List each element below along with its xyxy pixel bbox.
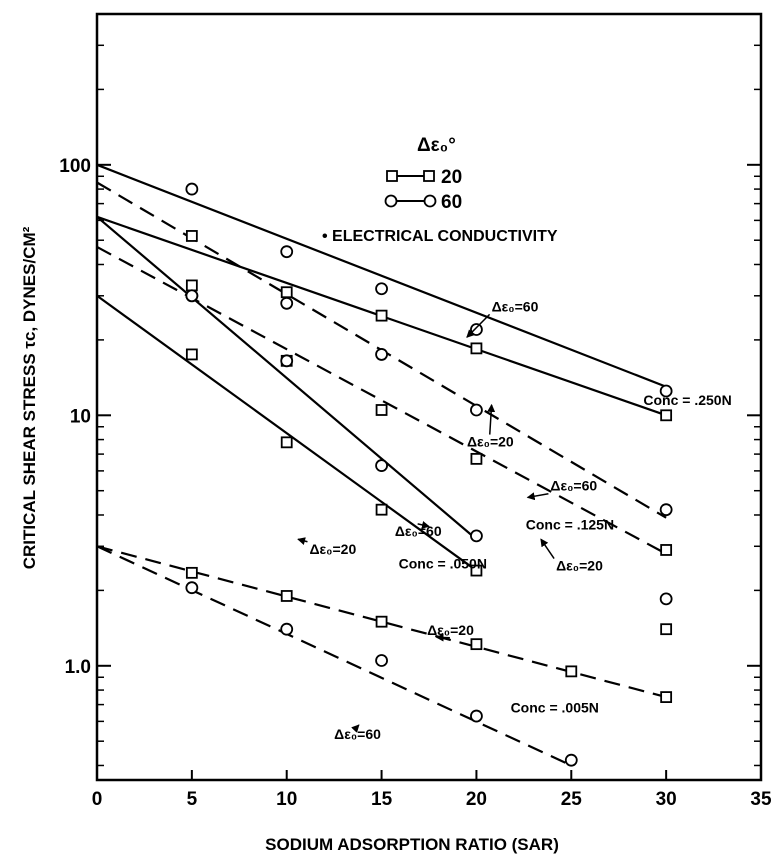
series-5-point <box>375 503 388 516</box>
legend-marker-square-left <box>386 170 398 182</box>
annotation-arrow <box>297 537 308 545</box>
y-axis-title: CRITICAL SHEAR STRESS τc, DYNES/CM² <box>20 226 39 569</box>
series-5-point <box>470 564 483 577</box>
annotation-arrow <box>540 538 555 559</box>
annotation-label: Δε₀=60 <box>395 523 442 539</box>
x-tick-label: 15 <box>371 789 393 810</box>
annotation-label: Conc = .250N <box>643 392 731 408</box>
annotation-label: Δε₀=60 <box>334 726 381 742</box>
y-tick-label: 1.0 <box>65 657 91 678</box>
x-tick-label: 25 <box>561 789 583 810</box>
annotation-label: Δε₀=20 <box>467 434 514 450</box>
annotation-arrow <box>487 403 496 435</box>
series-1-point <box>375 309 388 322</box>
legend-note: • ELECTRICAL CONDUCTIVITY <box>322 228 558 245</box>
series-7-point <box>185 581 199 595</box>
series-4-point <box>375 459 388 472</box>
series-7-point <box>470 709 483 723</box>
legend: Δε₀° 20 60 • ELECTRICAL CONDUCTIVITY <box>322 135 558 245</box>
series-1-point <box>185 279 198 292</box>
series-0-point <box>280 245 294 259</box>
annotation-label: Conc = .005N <box>511 700 599 716</box>
x-axis-title: SODIUM ADSORPTION RATIO (SAR) <box>265 835 559 854</box>
series-6-point <box>375 615 388 628</box>
legend-title: Δε₀° <box>417 135 456 156</box>
series-0-point <box>375 282 388 296</box>
annotation-label: Δε₀=60 <box>492 298 539 314</box>
series-7-point <box>375 654 388 667</box>
series-6-point <box>185 566 198 579</box>
series-3-point <box>185 230 198 242</box>
series-0-point <box>185 182 199 196</box>
series-0-point <box>470 323 483 336</box>
legend-label-square: 20 <box>441 167 462 188</box>
y-tick-label: 100 <box>59 156 91 177</box>
series-2-point <box>659 503 673 517</box>
series-7-point <box>564 753 578 767</box>
x-tick-label: 5 <box>187 789 198 810</box>
y-tick-labels: 1.0 10 100 <box>59 156 91 678</box>
x-tick-label: 0 <box>92 789 103 810</box>
x-tick-label: 30 <box>656 789 677 810</box>
annotation-arrow <box>417 521 430 529</box>
series-3-point <box>470 452 483 465</box>
annotation-label: Δε₀=20 <box>556 558 603 574</box>
series-2-point <box>375 348 388 361</box>
legend-marker-circle-left <box>384 194 398 208</box>
series-9-point <box>660 623 673 636</box>
annotation-label: Conc = .125N <box>526 517 614 533</box>
y-tick-label: 10 <box>70 406 91 427</box>
x-tick-label: 35 <box>750 789 772 810</box>
series-0-fit-line <box>96 163 667 388</box>
series-7-point <box>280 622 294 636</box>
series-1-point <box>660 409 673 422</box>
series-4-point <box>280 354 294 368</box>
series-2-point <box>280 296 294 310</box>
series-6-point <box>565 665 578 678</box>
series-6-point <box>470 638 483 651</box>
annotation-label: Δε₀=20 <box>427 622 474 638</box>
annotations: Δε₀=60 Δε₀=20 Conc = .250N Δε₀=60 Conc = .12… <box>297 298 732 742</box>
series-3-point <box>660 544 673 556</box>
series-1-point <box>470 342 483 355</box>
annotation-arrow <box>466 313 491 338</box>
series-1-point <box>280 286 293 299</box>
x-tick-label: 20 <box>466 789 487 810</box>
annotation-label: Δε₀=20 <box>309 541 356 557</box>
annotation-arrow <box>351 724 360 733</box>
series-5-fit-line <box>96 294 478 572</box>
annotation-arrow <box>526 492 549 501</box>
legend-marker-circle-right <box>423 194 437 208</box>
series-4-point <box>185 289 199 303</box>
annotation-arrow <box>435 633 450 642</box>
series-7-fit-line <box>96 545 572 767</box>
series-8-point <box>659 592 673 606</box>
annotation-label: Δε₀=60 <box>550 478 597 494</box>
series-0-point <box>659 384 673 398</box>
series-2-point <box>470 403 483 417</box>
series-5-point <box>185 348 198 361</box>
series-3-point <box>375 404 388 416</box>
series-4-fit-line <box>96 215 478 541</box>
data-points <box>185 182 673 767</box>
x-tick-label: 10 <box>276 789 297 810</box>
series-6-point <box>660 691 673 703</box>
x-tick-labels: 0 5 10 15 20 25 30 35 <box>92 789 772 810</box>
series-5-point <box>280 436 293 449</box>
series-6-point <box>280 590 293 602</box>
series-4-point <box>470 529 483 543</box>
legend-label-circle: 60 <box>441 192 462 213</box>
annotation-label: Conc = .050N <box>399 555 487 571</box>
plot-area-frame <box>95 12 763 782</box>
legend-marker-square-right <box>423 170 435 182</box>
